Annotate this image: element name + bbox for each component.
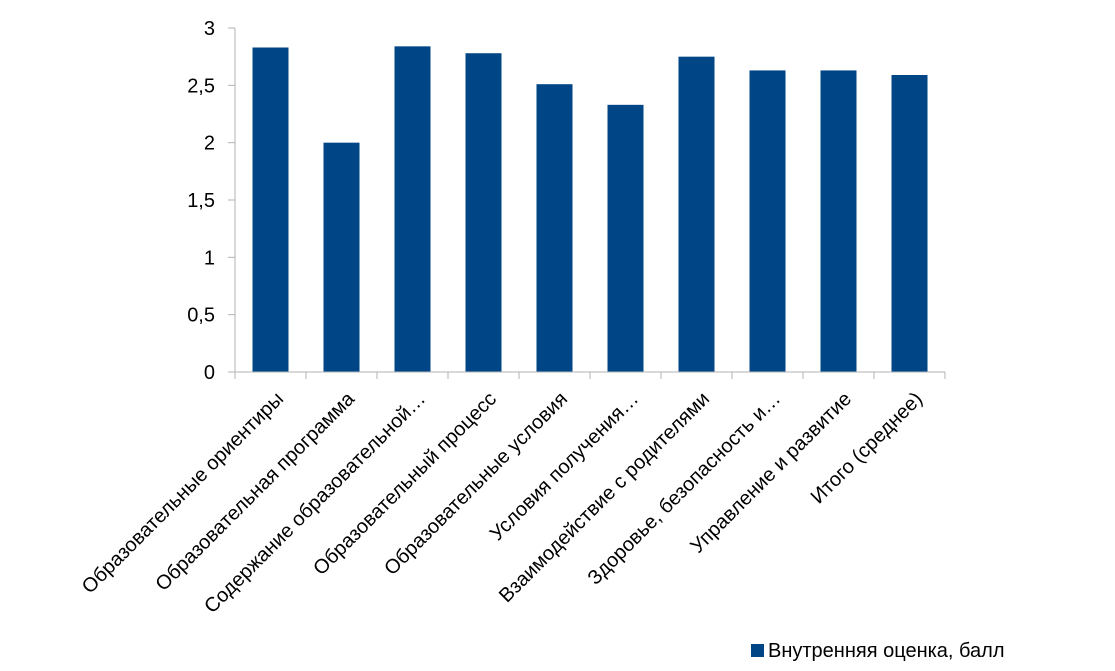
legend-label: Внутренняя оценка, балл xyxy=(768,640,1005,662)
y-tick-label: 1 xyxy=(204,247,215,269)
x-axis: Образовательные ориентирыОбразовательная… xyxy=(78,371,946,618)
bar xyxy=(607,104,644,373)
y-tick-label: 0,5 xyxy=(187,305,215,327)
bar xyxy=(678,56,715,373)
bar xyxy=(252,47,289,372)
bar xyxy=(465,53,502,373)
y-axis: 0 0,5 1 1,5 2 2,5 3 xyxy=(187,18,236,384)
bar xyxy=(749,70,786,372)
y-tick-label: 1,5 xyxy=(187,190,215,212)
y-tick-label: 2,5 xyxy=(187,75,215,97)
bar xyxy=(891,75,928,372)
bar xyxy=(394,46,431,372)
bars xyxy=(252,46,928,373)
legend-swatch xyxy=(751,644,764,657)
y-tick-label: 3 xyxy=(204,18,215,40)
bar xyxy=(820,70,857,372)
y-tick-label: 0 xyxy=(204,362,215,384)
y-tick-label: 2 xyxy=(204,133,215,155)
legend: Внутренняя оценка, балл xyxy=(751,640,1005,662)
bar xyxy=(323,142,360,372)
bar xyxy=(536,84,573,372)
